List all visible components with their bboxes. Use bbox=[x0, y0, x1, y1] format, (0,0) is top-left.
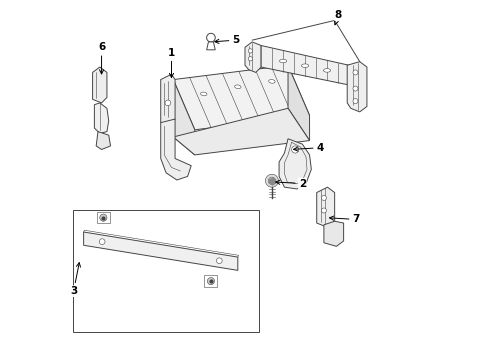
Text: 7: 7 bbox=[330, 215, 360, 224]
Polygon shape bbox=[96, 132, 111, 149]
Polygon shape bbox=[93, 67, 107, 103]
Polygon shape bbox=[245, 42, 261, 72]
Ellipse shape bbox=[301, 64, 309, 67]
Circle shape bbox=[99, 239, 105, 244]
Circle shape bbox=[248, 49, 252, 53]
Circle shape bbox=[353, 99, 358, 104]
Bar bbox=[97, 212, 110, 224]
Polygon shape bbox=[324, 221, 343, 246]
Text: 1: 1 bbox=[168, 48, 175, 77]
Circle shape bbox=[353, 86, 358, 91]
Polygon shape bbox=[207, 42, 215, 50]
FancyBboxPatch shape bbox=[73, 211, 259, 332]
Circle shape bbox=[321, 195, 326, 201]
Circle shape bbox=[292, 146, 299, 153]
Circle shape bbox=[207, 278, 215, 285]
Polygon shape bbox=[317, 187, 335, 227]
Polygon shape bbox=[347, 62, 367, 112]
Polygon shape bbox=[161, 119, 191, 180]
Circle shape bbox=[248, 57, 252, 61]
Polygon shape bbox=[84, 232, 238, 270]
Polygon shape bbox=[173, 65, 310, 130]
Polygon shape bbox=[261, 45, 349, 85]
Bar bbox=[204, 275, 218, 287]
Text: 6: 6 bbox=[98, 42, 105, 74]
Polygon shape bbox=[161, 74, 175, 125]
Ellipse shape bbox=[200, 92, 207, 96]
Circle shape bbox=[165, 100, 171, 106]
Polygon shape bbox=[95, 103, 109, 134]
Text: 2: 2 bbox=[276, 179, 306, 189]
Text: 8: 8 bbox=[334, 10, 342, 25]
Text: 5: 5 bbox=[215, 35, 240, 45]
Circle shape bbox=[217, 258, 222, 264]
Text: 3: 3 bbox=[70, 263, 80, 296]
Circle shape bbox=[100, 214, 107, 221]
Polygon shape bbox=[288, 65, 310, 140]
Ellipse shape bbox=[235, 85, 241, 89]
Text: 4: 4 bbox=[294, 143, 324, 153]
Ellipse shape bbox=[279, 59, 287, 63]
Polygon shape bbox=[173, 80, 195, 155]
Circle shape bbox=[353, 70, 358, 75]
Circle shape bbox=[207, 33, 215, 42]
Polygon shape bbox=[279, 139, 311, 189]
Circle shape bbox=[321, 208, 326, 213]
Polygon shape bbox=[173, 108, 310, 155]
Ellipse shape bbox=[323, 69, 331, 72]
Ellipse shape bbox=[269, 80, 275, 83]
